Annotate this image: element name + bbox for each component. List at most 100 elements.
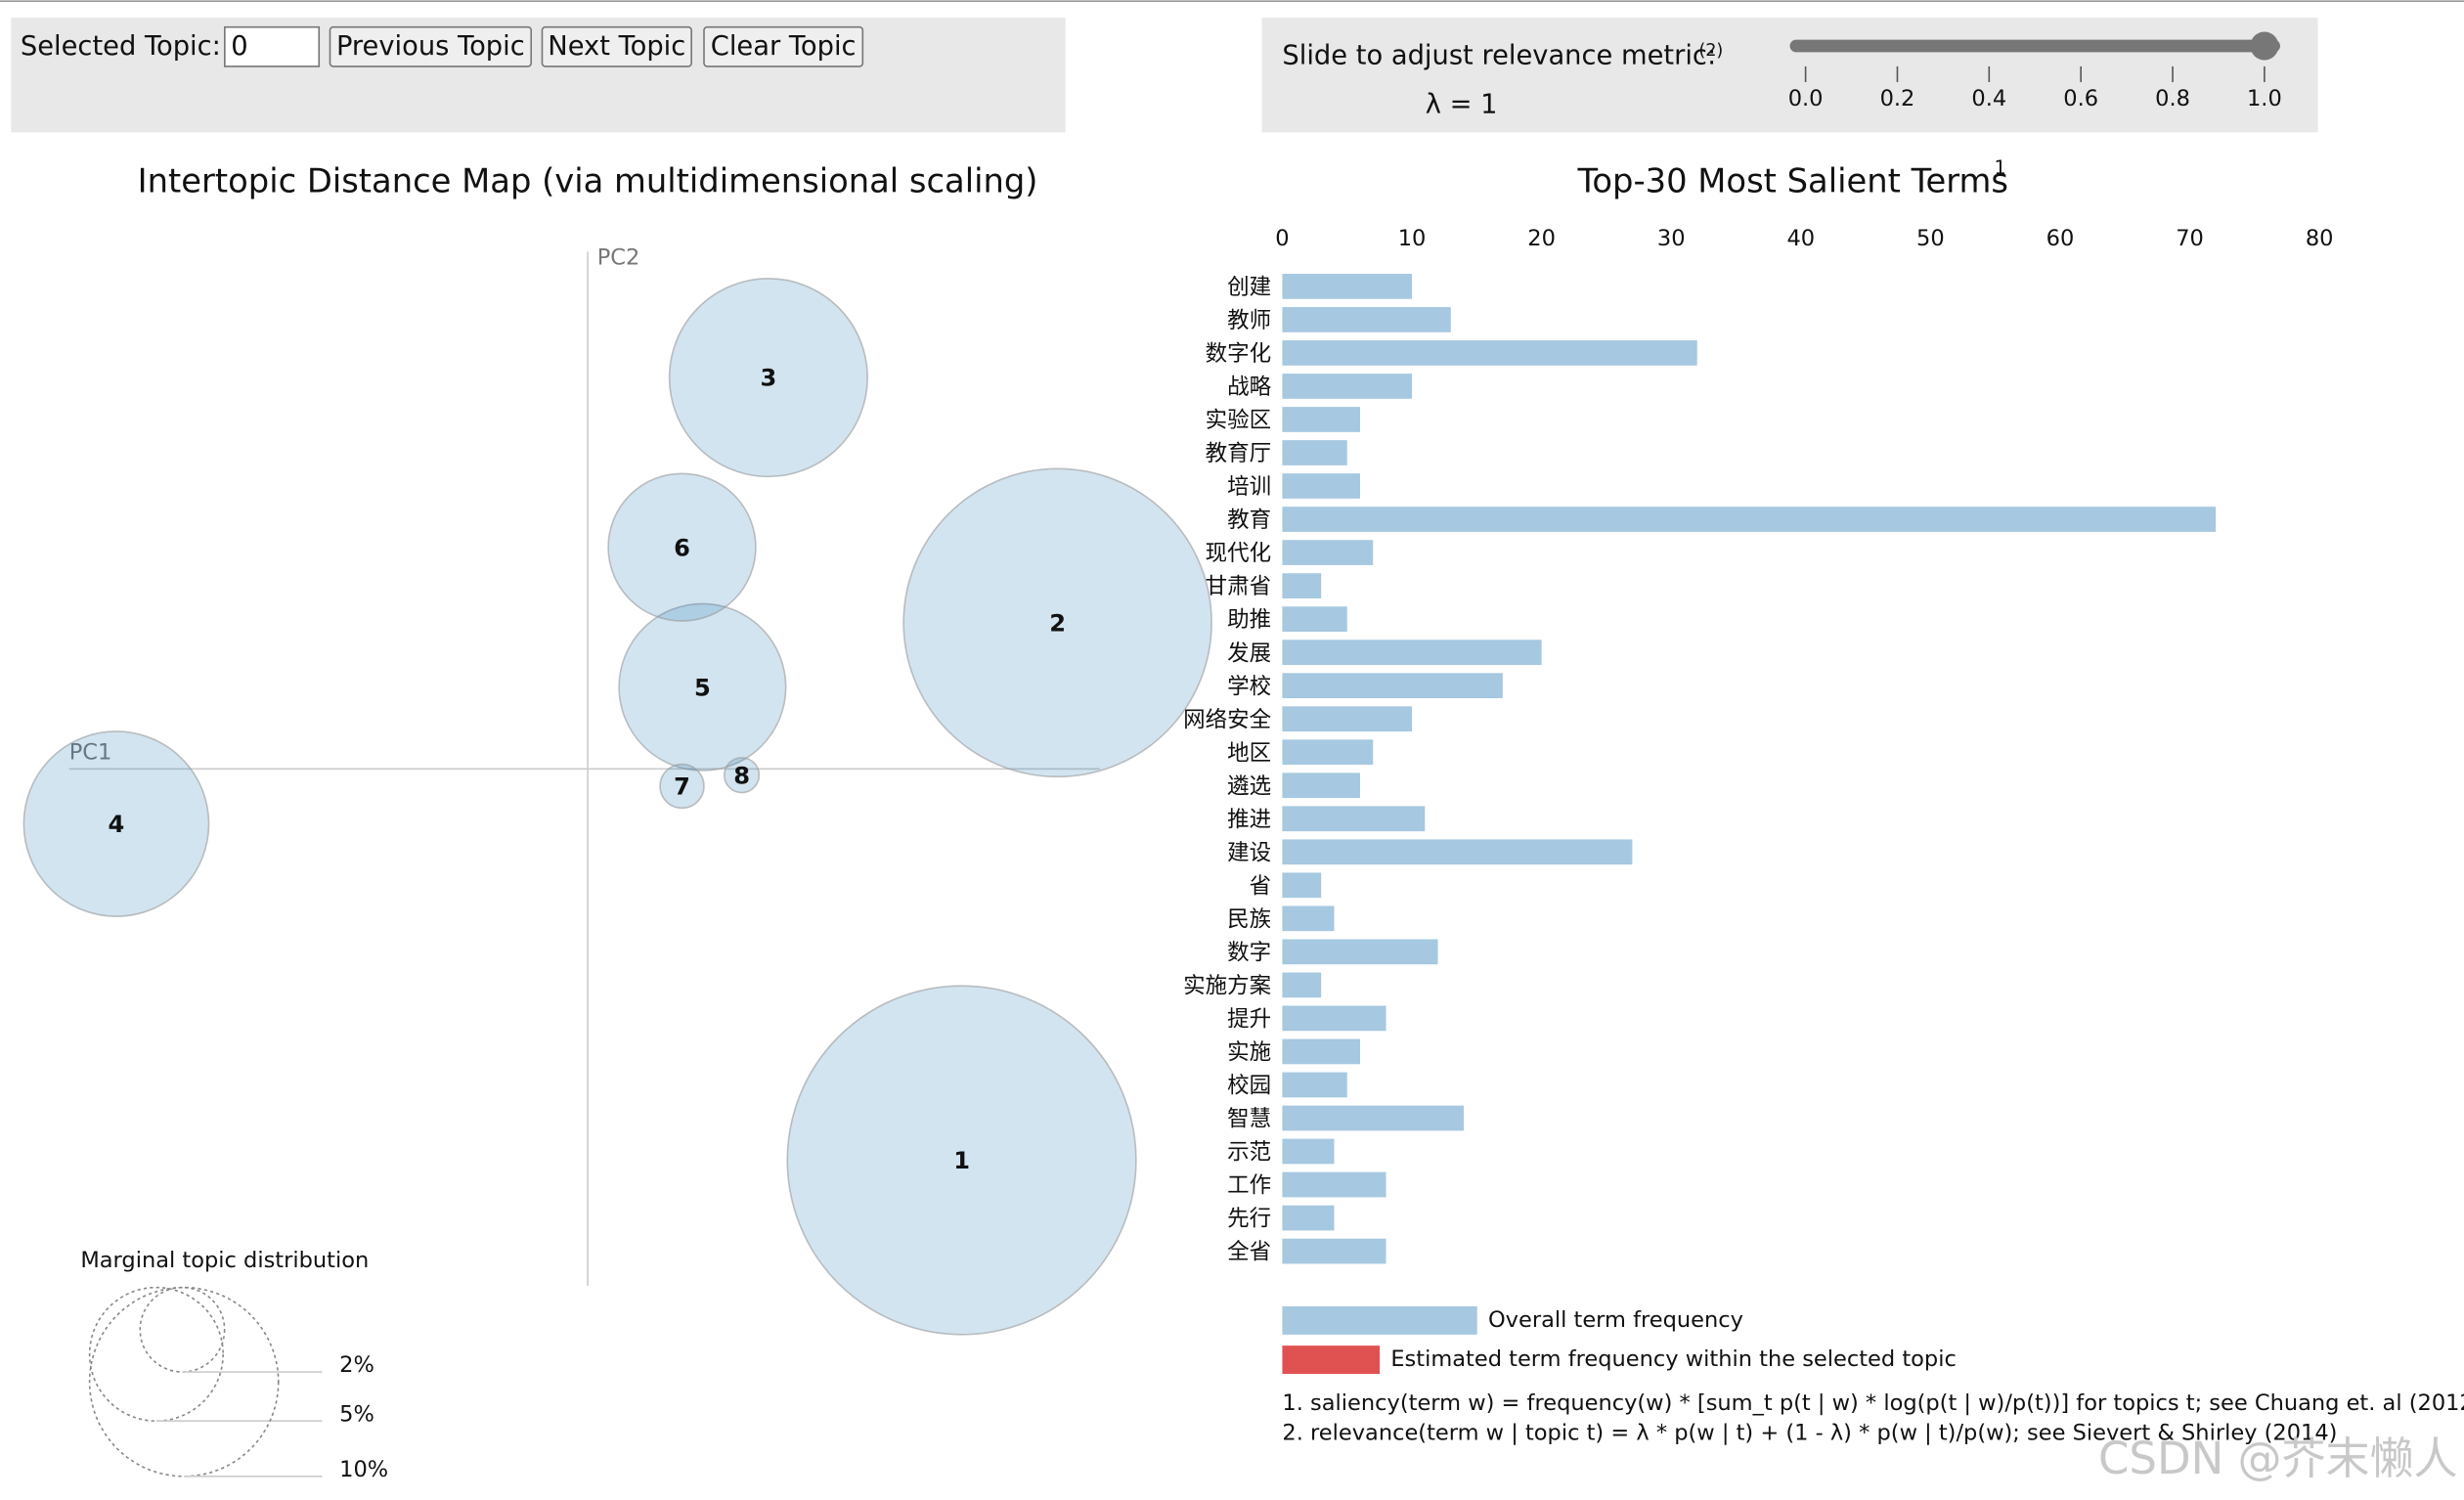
term-label[interactable]: 发展: [1227, 640, 1271, 666]
slider-tick-label: 0.6: [2063, 86, 2098, 111]
topic-bubble[interactable]: [723, 757, 761, 794]
term-label[interactable]: 实施: [1227, 1040, 1271, 1066]
button[interactable]: [703, 25, 864, 67]
topic-bubble[interactable]: [607, 472, 757, 622]
topic-bubble[interactable]: [786, 985, 1137, 1336]
bar: [1282, 1205, 1335, 1231]
size-legend-circle: [88, 1286, 280, 1478]
topic-bubble[interactable]: [668, 278, 868, 478]
size-legend-label: 10%: [339, 1457, 388, 1482]
topic-bubble[interactable]: [22, 730, 210, 917]
term-label[interactable]: 学校: [1227, 674, 1271, 699]
footnote: 1. saliency(term w) = frequency(w) * [su…: [1282, 1390, 2464, 1416]
term-label[interactable]: 创建: [1227, 275, 1271, 300]
button-label[interactable]: Clear Topic: [711, 31, 857, 62]
slider-label: Slide to adjust relevance metric:: [1282, 41, 1716, 71]
slider-handle[interactable]: [2250, 31, 2279, 61]
term-label[interactable]: 实验区: [1206, 408, 1272, 433]
term-label[interactable]: 现代化: [1206, 541, 1272, 566]
term-label[interactable]: 先行: [1227, 1207, 1271, 1232]
bar: [1282, 1038, 1360, 1065]
topic-label[interactable]: 8: [733, 762, 750, 789]
term-label[interactable]: 提升: [1227, 1007, 1271, 1033]
topic-bubble[interactable]: [902, 467, 1212, 778]
term-label[interactable]: 全省: [1227, 1240, 1271, 1265]
topic-label[interactable]: 6: [674, 534, 690, 561]
term-label[interactable]: 教师: [1227, 308, 1271, 333]
term-label[interactable]: 建设: [1227, 840, 1271, 865]
term-label[interactable]: 教育: [1227, 507, 1271, 533]
term-label[interactable]: 数字: [1227, 940, 1271, 965]
term-label[interactable]: 实施方案: [1183, 973, 1271, 998]
bar: [1282, 905, 1335, 932]
topic-input[interactable]: [224, 25, 321, 67]
term-label[interactable]: 推进: [1227, 807, 1271, 832]
topic-label[interactable]: 1: [953, 1147, 970, 1174]
bar: [1282, 806, 1426, 832]
bar: [1282, 573, 1322, 598]
bar: [1282, 407, 1360, 432]
bar: [1282, 1138, 1335, 1165]
bar: [1282, 972, 1322, 998]
bar: [1282, 673, 1503, 699]
size-legend-title: Marginal topic distribution: [80, 1248, 369, 1273]
bar: [1282, 1238, 1386, 1264]
button-label[interactable]: Previous Topic: [336, 31, 525, 62]
x-tick-label: 30: [1657, 226, 1686, 251]
topic-bubble[interactable]: [659, 763, 705, 810]
term-label[interactable]: 教育厅: [1206, 441, 1272, 466]
button[interactable]: [329, 25, 533, 67]
lambda-label: λ = 1: [1426, 90, 1498, 120]
topic-label[interactable]: 3: [761, 365, 777, 392]
bar: [1282, 340, 1697, 366]
bar: [1282, 640, 1542, 666]
bar: [1282, 374, 1413, 399]
topic-label[interactable]: 5: [694, 674, 711, 701]
legend-swatch: [1282, 1346, 1381, 1375]
size-legend-label: 5%: [339, 1401, 374, 1427]
term-label[interactable]: 网络安全: [1183, 707, 1271, 732]
topic-input-value[interactable]: 0: [231, 31, 247, 62]
bar: [1282, 939, 1438, 965]
topic-label[interactable]: 2: [1049, 609, 1066, 637]
bar-title: Top-30 Most Salient Terms: [1577, 161, 2008, 199]
bar: [1282, 1105, 1465, 1131]
bar: [1282, 772, 1360, 799]
slider-tick-label: 0.0: [1788, 86, 1824, 111]
slider-panel: [1261, 18, 2318, 133]
legend-swatch: [1282, 1305, 1477, 1335]
slider-tick-label: 0.8: [2155, 86, 2190, 111]
term-label[interactable]: 数字化: [1206, 341, 1272, 367]
term-label[interactable]: 智慧: [1227, 1107, 1271, 1132]
footnote: 2. relevance(term w | topic t) = λ * p(w…: [1282, 1421, 2337, 1446]
x-tick-label: 40: [1786, 226, 1815, 251]
bar: [1282, 274, 1413, 299]
topic-label[interactable]: 7: [674, 773, 690, 801]
bar: [1282, 1072, 1347, 1098]
term-label[interactable]: 校园: [1227, 1074, 1271, 1099]
bar: [1282, 473, 1360, 499]
term-label[interactable]: 遴选: [1227, 773, 1271, 799]
term-label[interactable]: 民族: [1227, 906, 1271, 932]
button-label[interactable]: Next Topic: [548, 31, 685, 62]
bar: [1282, 307, 1451, 332]
term-label[interactable]: 助推: [1227, 607, 1271, 633]
bar: [1282, 706, 1413, 732]
term-label[interactable]: 甘肃省: [1206, 574, 1272, 599]
button[interactable]: [541, 25, 692, 67]
term-label[interactable]: 地区: [1227, 740, 1271, 766]
topic-label[interactable]: 4: [109, 811, 125, 838]
bar: [1282, 1005, 1386, 1032]
topic-bubble[interactable]: [618, 602, 787, 772]
term-label[interactable]: 战略: [1227, 375, 1272, 400]
bar: [1282, 872, 1322, 899]
slider-note: (2): [1698, 41, 1723, 61]
term-label[interactable]: 培训: [1227, 474, 1271, 500]
term-label[interactable]: 示范: [1227, 1140, 1271, 1166]
x-tick-label: 50: [1916, 226, 1945, 251]
term-label[interactable]: 工作: [1227, 1173, 1271, 1199]
legend-label: Estimated term frequency within the sele…: [1390, 1346, 1957, 1372]
bar: [1282, 839, 1633, 865]
watermark: CSDN @芥末懒人: [2098, 1433, 2458, 1484]
term-label[interactable]: 省: [1250, 873, 1272, 899]
